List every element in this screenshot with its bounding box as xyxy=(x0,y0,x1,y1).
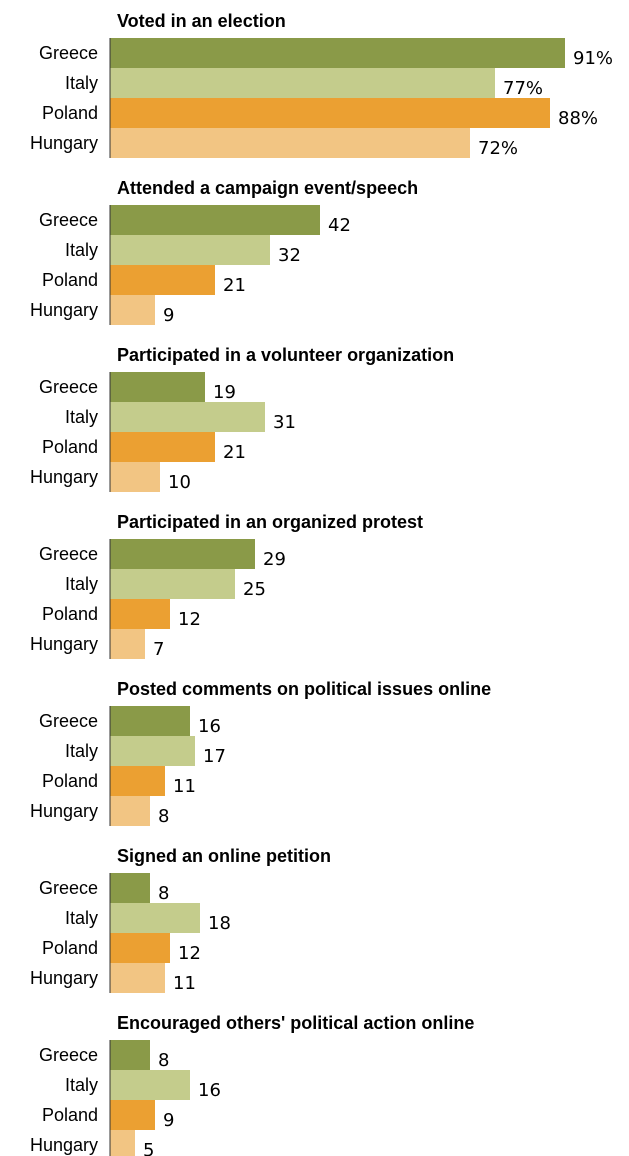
value-label-hungary: 8 xyxy=(158,806,169,827)
bar-greece xyxy=(110,873,150,903)
panel-3: Participated in a volunteer organization… xyxy=(30,345,454,493)
panel-2: Attended a campaign event/speech Greece 42… xyxy=(30,178,418,326)
value-label-poland: 12 xyxy=(178,609,201,630)
category-label-greece: Greece xyxy=(39,43,98,63)
category-label-italy: Italy xyxy=(65,574,98,594)
category-label-italy: Italy xyxy=(65,1075,98,1095)
value-label-hungary: 11 xyxy=(173,973,196,994)
panel-4: Participated in an organized protest Gree… xyxy=(30,512,423,660)
panel-title: Posted comments on political issues onli… xyxy=(117,679,491,699)
value-label-poland: 21 xyxy=(223,442,246,463)
bar-greece xyxy=(110,38,565,68)
bar-hungary xyxy=(110,796,150,826)
bar-hungary xyxy=(110,963,165,993)
category-label-italy: Italy xyxy=(65,741,98,761)
category-label-hungary: Hungary xyxy=(30,968,98,988)
bar-poland xyxy=(110,432,215,462)
category-label-poland: Poland xyxy=(42,771,98,791)
bar-poland xyxy=(110,98,550,128)
value-label-hungary: 9 xyxy=(163,305,174,326)
category-label-greece: Greece xyxy=(39,210,98,230)
value-label-poland: 9 xyxy=(163,1110,174,1131)
bar-italy xyxy=(110,736,195,766)
value-label-italy: 16 xyxy=(198,1080,221,1101)
value-label-hungary: 5 xyxy=(143,1140,154,1156)
category-label-hungary: Hungary xyxy=(30,634,98,654)
bar-poland xyxy=(110,1100,155,1130)
value-label-italy: 31 xyxy=(273,412,296,433)
category-label-greece: Greece xyxy=(39,711,98,731)
bar-hungary xyxy=(110,295,155,325)
category-label-greece: Greece xyxy=(39,878,98,898)
value-label-italy: 17 xyxy=(203,746,226,767)
bar-greece xyxy=(110,372,205,402)
bar-hungary xyxy=(110,462,160,492)
panel-title: Signed an online petition xyxy=(117,846,331,866)
panel-7: Encouraged others' political action onli… xyxy=(30,1013,474,1156)
category-label-hungary: Hungary xyxy=(30,300,98,320)
value-label-poland: 21 xyxy=(223,275,246,296)
category-label-poland: Poland xyxy=(42,103,98,123)
value-label-hungary: 72% xyxy=(478,138,518,159)
bar-italy xyxy=(110,402,265,432)
value-label-italy: 18 xyxy=(208,913,231,934)
value-label-hungary: 7 xyxy=(153,639,164,660)
bar-italy xyxy=(110,68,495,98)
bar-hungary xyxy=(110,629,145,659)
value-label-italy: 25 xyxy=(243,579,266,600)
value-label-greece: 16 xyxy=(198,716,221,737)
category-label-greece: Greece xyxy=(39,377,98,397)
bar-poland xyxy=(110,599,170,629)
value-label-italy: 77% xyxy=(503,78,543,99)
panel-title: Attended a campaign event/speech xyxy=(117,178,418,198)
value-label-greece: 8 xyxy=(158,883,169,904)
value-label-hungary: 10 xyxy=(168,472,191,493)
value-label-poland: 88% xyxy=(558,108,598,129)
bar-hungary xyxy=(110,1130,135,1156)
value-label-poland: 11 xyxy=(173,776,196,797)
category-label-poland: Poland xyxy=(42,1105,98,1125)
category-label-hungary: Hungary xyxy=(30,801,98,821)
category-label-greece: Greece xyxy=(39,1045,98,1065)
category-label-poland: Poland xyxy=(42,437,98,457)
panel-title: Encouraged others' political action onli… xyxy=(117,1013,474,1033)
panel-title: Participated in a volunteer organization xyxy=(117,345,454,365)
bar-poland xyxy=(110,766,165,796)
panel-title: Voted in an election xyxy=(117,11,286,31)
bar-greece xyxy=(110,706,190,736)
panel-5: Posted comments on political issues onli… xyxy=(30,679,491,827)
value-label-greece: 8 xyxy=(158,1050,169,1071)
category-label-italy: Italy xyxy=(65,908,98,928)
value-label-greece: 29 xyxy=(263,549,286,570)
bar-greece xyxy=(110,205,320,235)
category-label-italy: Italy xyxy=(65,407,98,427)
panel-6: Signed an online petition Greece 8 Italy 18 P… xyxy=(30,846,331,994)
bar-greece xyxy=(110,1040,150,1070)
bar-poland xyxy=(110,265,215,295)
bar-hungary xyxy=(110,128,470,158)
value-label-poland: 12 xyxy=(178,943,201,964)
bar-italy xyxy=(110,1070,190,1100)
bar-italy xyxy=(110,569,235,599)
panel-1: Voted in an election Greece 91% Italy 77% Pol… xyxy=(30,11,613,159)
bar-italy xyxy=(110,903,200,933)
bar-italy xyxy=(110,235,270,265)
bar-greece xyxy=(110,539,255,569)
bar-poland xyxy=(110,933,170,963)
category-label-hungary: Hungary xyxy=(30,1135,98,1155)
value-label-greece: 42 xyxy=(328,215,351,236)
category-label-greece: Greece xyxy=(39,544,98,564)
category-label-hungary: Hungary xyxy=(30,133,98,153)
category-label-italy: Italy xyxy=(65,240,98,260)
value-label-greece: 19 xyxy=(213,382,236,403)
value-label-greece: 91% xyxy=(573,48,613,69)
value-label-italy: 32 xyxy=(278,245,301,266)
category-label-poland: Poland xyxy=(42,938,98,958)
category-label-poland: Poland xyxy=(42,604,98,624)
category-label-hungary: Hungary xyxy=(30,467,98,487)
category-label-italy: Italy xyxy=(65,73,98,93)
panel-title: Participated in an organized protest xyxy=(117,512,423,532)
category-label-poland: Poland xyxy=(42,270,98,290)
